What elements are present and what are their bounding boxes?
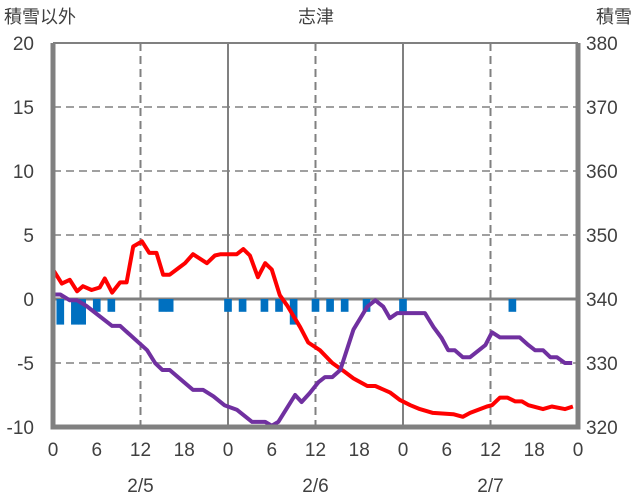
chart-title: 志津 <box>298 7 334 28</box>
precip-bar <box>238 299 247 312</box>
precip-bar <box>165 299 174 312</box>
x-tick-label: 12 <box>305 440 326 461</box>
precip-bar <box>78 299 86 325</box>
snow-depth-line <box>53 292 573 428</box>
x-tick-label: 18 <box>349 440 370 461</box>
series-lines <box>51 239 574 428</box>
x-tick-label: 0 <box>48 440 59 461</box>
precipitation-bars <box>56 299 517 325</box>
precip-bar <box>92 299 101 312</box>
right-tick-label: 370 <box>586 98 618 119</box>
date-label: 2/7 <box>477 476 503 497</box>
precip-bar <box>508 299 517 312</box>
x-tick-label: 0 <box>573 440 584 461</box>
left-tick-label: -10 <box>7 418 34 439</box>
left-axis-title: 積雪以外 <box>4 7 76 28</box>
precip-bar <box>399 299 407 312</box>
x-tick-label: 12 <box>130 440 151 461</box>
precip-bar <box>56 299 65 325</box>
left-tick-label: 10 <box>13 162 34 183</box>
precip-bar <box>158 299 167 312</box>
precip-bar <box>340 299 349 312</box>
precip-bar <box>326 299 334 312</box>
grid <box>53 43 578 427</box>
precip-bar <box>311 299 320 312</box>
right-tick-label: 360 <box>586 162 618 183</box>
precip-bar <box>71 299 79 325</box>
precip-bar <box>107 299 116 312</box>
x-tick-label: 18 <box>524 440 545 461</box>
right-tick-label: 320 <box>586 418 618 439</box>
date-label: 2/5 <box>127 476 153 497</box>
date-label: 2/6 <box>302 476 328 497</box>
x-tick-label: 0 <box>398 440 409 461</box>
temperature-line <box>51 239 574 419</box>
precip-bar <box>260 299 269 312</box>
left-tick-label: 0 <box>23 290 34 311</box>
x-tick-label: 6 <box>91 440 102 461</box>
x-tick-label: 18 <box>174 440 195 461</box>
frame-axes <box>50 43 581 430</box>
plot-frame <box>50 42 581 430</box>
x-tick-label: 0 <box>223 440 234 461</box>
precip-bar <box>275 299 283 312</box>
right-tick-label: 380 <box>586 34 618 55</box>
left-tick-label: -5 <box>17 354 34 375</box>
left-tick-label: 15 <box>13 98 34 119</box>
right-tick-label: 350 <box>586 226 618 247</box>
left-tick-label: 5 <box>23 226 34 247</box>
precip-bar <box>289 299 298 325</box>
right-tick-label: 340 <box>586 290 618 311</box>
right-axis-title: 積雪 <box>596 7 632 28</box>
left-tick-label: 20 <box>13 34 34 55</box>
precip-bar <box>224 299 232 312</box>
x-tick-label: 6 <box>266 440 277 461</box>
right-tick-label: 330 <box>586 354 618 375</box>
x-tick-label: 12 <box>480 440 501 461</box>
x-tick-label: 6 <box>441 440 452 461</box>
